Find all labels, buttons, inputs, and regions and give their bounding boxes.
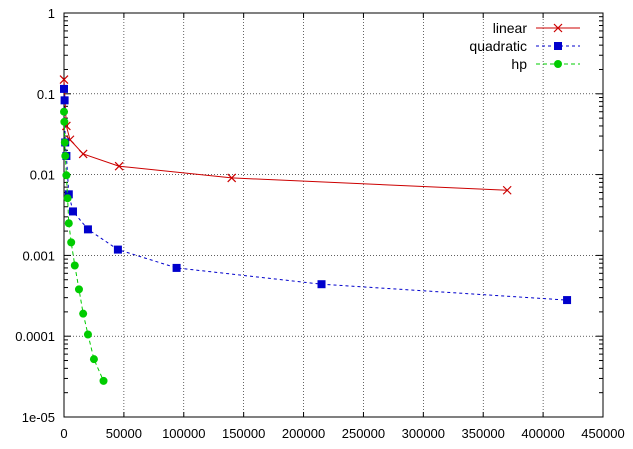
data-point-quadratic	[60, 96, 69, 105]
data-point-hp	[60, 138, 69, 147]
data-point-hp	[70, 261, 79, 270]
data-point-linear	[502, 185, 512, 195]
grid	[64, 13, 603, 417]
y-tick-label: 0.1	[37, 87, 55, 102]
data-point-hp	[67, 238, 76, 247]
y-tick-label: 0.001	[22, 248, 55, 263]
x-tick-label: 250000	[342, 426, 385, 441]
data-point-linear	[227, 173, 237, 183]
data-point-quadratic	[83, 225, 92, 234]
data-point-quadratic	[64, 190, 73, 199]
legend-item-hp: hp	[511, 56, 580, 72]
data-point-hp	[61, 151, 70, 160]
legend-label: linear	[493, 20, 528, 36]
y-tick-label: 1e-05	[22, 410, 55, 425]
data-point-hp	[62, 171, 71, 180]
data-point-quadratic	[317, 280, 326, 289]
y-tick-label: 1	[48, 6, 55, 21]
data-point-hp	[79, 309, 88, 318]
data-point-hp	[60, 117, 69, 126]
ticks: 0 50000 100000 150000 200000 250000 300000 3500…	[15, 6, 624, 441]
legend: linear quadratic hp	[469, 20, 580, 72]
x-tick-label: 450000	[581, 426, 624, 441]
legend-label: quadratic	[469, 38, 527, 54]
x-tick-label: 150000	[222, 426, 265, 441]
data-point-quadratic	[68, 207, 77, 216]
y-tick-label: 0.01	[30, 168, 55, 183]
x-tick-label: 400000	[521, 426, 564, 441]
series-line-linear	[63, 79, 508, 191]
data-point-hp	[74, 285, 83, 294]
data-point-hp	[89, 355, 98, 364]
series-linear	[59, 75, 512, 195]
data-point-hp	[60, 107, 68, 116]
legend-label: hp	[511, 56, 527, 72]
data-point-linear	[114, 161, 124, 171]
x-tick-label: 200000	[282, 426, 325, 441]
data-point-quadratic	[113, 245, 122, 254]
data-point-linear	[59, 75, 69, 84]
x-tick-label: 100000	[162, 426, 205, 441]
series-line-quadratic	[63, 88, 568, 301]
legend-item-linear: linear	[493, 20, 580, 36]
x-tick-label: 300000	[402, 426, 445, 441]
data-point-hp	[83, 330, 92, 339]
series-group	[59, 75, 572, 385]
x-tick-label: 50000	[106, 426, 142, 441]
series-quadratic	[60, 84, 572, 305]
series-line-hp	[63, 111, 104, 382]
legend-item-quadratic: quadratic	[469, 38, 580, 54]
y-tick-label: 0.0001	[15, 329, 55, 344]
data-point-hp	[63, 194, 72, 203]
data-point-quadratic	[60, 84, 68, 93]
series-hp	[60, 107, 108, 385]
data-point-hp	[64, 219, 73, 228]
legend-marker	[553, 23, 563, 33]
plot-frame	[63, 12, 604, 418]
data-point-linear	[78, 149, 88, 159]
x-tick-label: 350000	[462, 426, 505, 441]
legend-marker	[554, 42, 562, 50]
x-tick-label: 0	[60, 426, 67, 441]
data-point-hp	[99, 376, 108, 385]
data-point-quadratic	[563, 296, 572, 305]
legend-marker	[554, 60, 562, 68]
data-point-quadratic	[172, 263, 181, 272]
